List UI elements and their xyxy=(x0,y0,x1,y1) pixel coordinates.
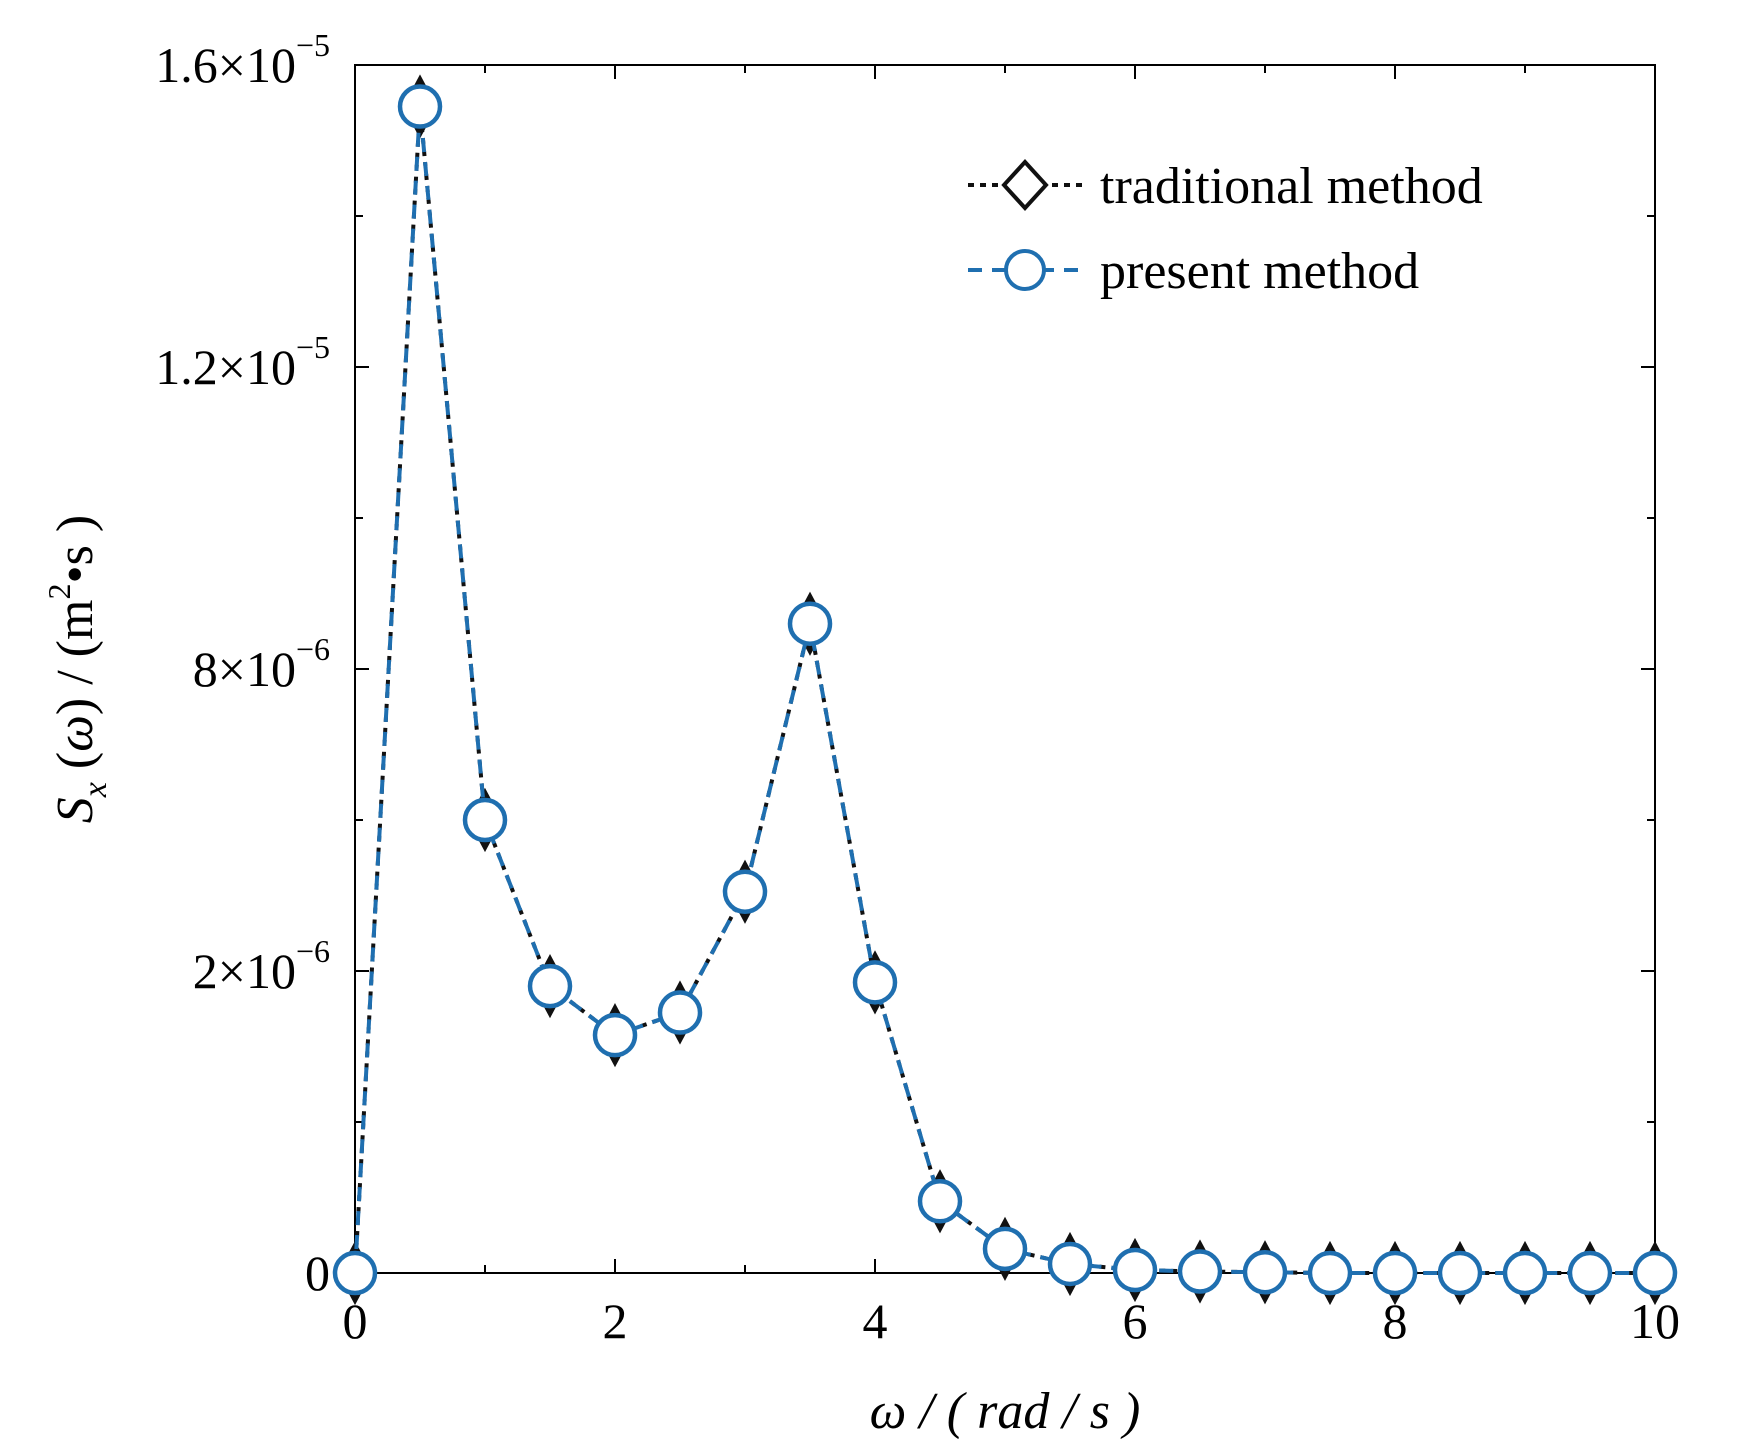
circle-point xyxy=(527,963,573,1009)
x-axis-title: ω / ( rad / s ) xyxy=(870,1383,1141,1440)
circle-point xyxy=(1242,1249,1288,1295)
legend-label-present: present method xyxy=(1100,243,1419,300)
x-tick-label: 6 xyxy=(1123,1293,1148,1349)
circle-point xyxy=(1437,1250,1483,1296)
y-tick-label: 8×10−6 xyxy=(193,631,330,697)
series-traditional-method xyxy=(337,74,1673,1306)
circle-point xyxy=(1632,1250,1678,1296)
circle-point xyxy=(1372,1250,1418,1296)
circle-point xyxy=(592,1012,638,1058)
circle-point xyxy=(852,960,898,1005)
legend: traditional method present method xyxy=(968,158,1483,300)
circle-point xyxy=(1047,1241,1093,1287)
legend-label-traditional: traditional method xyxy=(1100,158,1483,215)
y-tick-label: 1.2×10−5 xyxy=(155,329,330,395)
svg-text:Sx (ω) / (m2•s ): Sx (ω) / (m2•s ) xyxy=(41,515,114,823)
x-tick-label: 4 xyxy=(863,1293,888,1349)
series-line-present xyxy=(353,106,1655,1275)
diamond-marker-icon xyxy=(1001,159,1049,211)
circle-point xyxy=(397,84,443,129)
x-tick-label: 2 xyxy=(603,1293,628,1349)
circle-point xyxy=(982,1226,1028,1272)
ticks xyxy=(354,64,1656,1274)
circle-point xyxy=(1502,1250,1548,1296)
circle-point xyxy=(1112,1247,1158,1293)
series-present-method xyxy=(332,84,1678,1296)
circle-point xyxy=(657,990,703,1035)
circle-point xyxy=(787,601,833,646)
circle-point xyxy=(332,1250,378,1296)
y-tick-label: 2×10−6 xyxy=(193,933,330,999)
legend-item-traditional: traditional method xyxy=(968,158,1483,215)
y-axis-title: Sx (ω) / (m2•s ) xyxy=(41,515,114,823)
circle-point xyxy=(462,797,508,843)
circle-point xyxy=(722,869,768,914)
circle-marker-icon xyxy=(1004,249,1046,291)
plot-frame xyxy=(354,64,1656,1274)
circle-point xyxy=(1177,1249,1223,1294)
series-line-traditional xyxy=(353,106,1655,1275)
circle-point xyxy=(917,1179,963,1224)
y-tick-label: 0 xyxy=(305,1245,330,1301)
legend-item-present: present method xyxy=(968,243,1419,300)
circle-point xyxy=(1567,1250,1613,1296)
y-tick-label: 1.6×10−5 xyxy=(155,27,330,93)
circle-point xyxy=(1307,1250,1353,1296)
